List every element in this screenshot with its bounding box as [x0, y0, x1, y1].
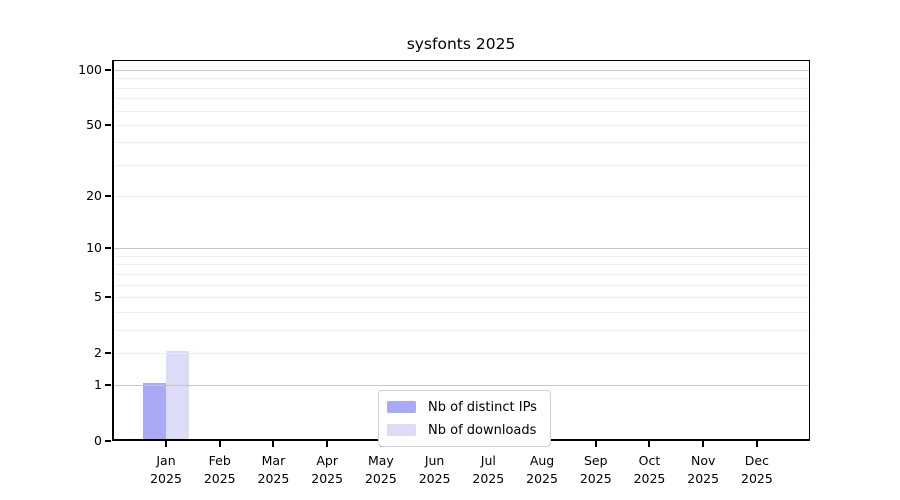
x-tick-year: 2025	[741, 471, 773, 486]
x-tick-year: 2025	[257, 471, 290, 486]
y-tick-mark	[105, 195, 111, 198]
x-tick-month: Jul	[480, 453, 496, 468]
y-tick-label: 5	[94, 288, 102, 304]
legend-swatch-downloads	[387, 424, 416, 436]
x-tick-year: 2025	[311, 471, 344, 486]
chart-title: sysfonts 2025	[406, 35, 516, 53]
x-tick-mark	[326, 441, 329, 447]
y-tick-label: 1	[94, 377, 102, 393]
x-tick-month: Dec	[744, 453, 769, 468]
x-tick-label: Apr 2025	[295, 452, 359, 488]
x-tick-label: Jun 2025	[403, 452, 467, 488]
x-tick-label: May 2025	[349, 452, 413, 488]
x-tick-label: Nov 2025	[671, 452, 735, 488]
x-tick-month: Jun	[424, 453, 445, 468]
y-tick-label: 50	[86, 116, 102, 132]
x-tick-month: Sep	[583, 453, 608, 468]
legend: Nb of distinct IPs Nb of downloads	[378, 390, 551, 447]
x-tick-label: Sep 2025	[564, 452, 628, 488]
y-tick-label: 100	[78, 61, 102, 77]
x-tick-month: Jan	[156, 453, 176, 468]
x-tick-month: Nov	[690, 453, 716, 468]
legend-item-downloads: Nb of downloads	[387, 419, 537, 441]
y-tick-label: 20	[86, 188, 102, 204]
x-tick-label: Aug 2025	[510, 452, 574, 488]
y-tick-mark	[105, 351, 111, 354]
legend-item-distinct-ips: Nb of distinct IPs	[387, 396, 537, 418]
bars-layer	[114, 61, 809, 439]
x-tick-month: Apr	[316, 453, 338, 468]
bar-distinct-ips-jan	[143, 383, 166, 439]
x-tick-label: Mar 2025	[241, 452, 305, 488]
x-tick-year: 2025	[579, 471, 612, 486]
x-tick-year: 2025	[633, 471, 666, 486]
legend-label-downloads: Nb of downloads	[428, 422, 537, 438]
x-tick-mark	[272, 441, 275, 447]
x-tick-year: 2025	[472, 471, 505, 486]
y-tick-mark	[105, 440, 111, 442]
bar-downloads-jan	[166, 350, 189, 439]
x-tick-month: Aug	[529, 453, 555, 468]
x-tick-label: Feb 2025	[188, 452, 252, 488]
y-tick-label: 10	[86, 240, 102, 256]
y-tick-label: 0	[94, 433, 102, 448]
legend-label-distinct-ips: Nb of distinct IPs	[428, 399, 537, 415]
x-tick-mark	[165, 441, 167, 447]
x-tick-month: May	[367, 453, 394, 468]
x-tick-year: 2025	[203, 471, 236, 486]
y-tick-mark	[105, 295, 111, 298]
x-tick-year: 2025	[150, 471, 182, 486]
y-tick-label: 2	[94, 344, 102, 360]
x-tick-year: 2025	[526, 471, 558, 486]
x-tick-mark	[702, 441, 705, 447]
x-tick-month: Mar	[261, 453, 286, 468]
x-tick-mark	[594, 441, 597, 447]
x-tick-label: Dec 2025	[725, 452, 789, 488]
x-tick-mark	[218, 441, 221, 447]
x-tick-year: 2025	[687, 471, 720, 486]
x-tick-mark	[755, 441, 758, 447]
x-tick-label: Jan 2025	[134, 452, 198, 488]
x-tick-year: 2025	[364, 471, 397, 486]
legend-swatch-distinct-ips	[387, 401, 416, 413]
y-tick-mark	[105, 247, 111, 250]
x-tick-year: 2025	[418, 471, 451, 486]
x-tick-month: Oct	[638, 453, 661, 468]
plot-area	[112, 60, 810, 441]
x-tick-label: Jul 2025	[456, 452, 520, 488]
x-tick-month: Feb	[208, 453, 231, 468]
y-tick-mark	[105, 68, 111, 71]
x-tick-label: Oct 2025	[617, 452, 681, 488]
y-tick-mark	[105, 123, 111, 126]
y-tick-mark	[105, 384, 111, 387]
x-tick-mark	[648, 441, 651, 447]
